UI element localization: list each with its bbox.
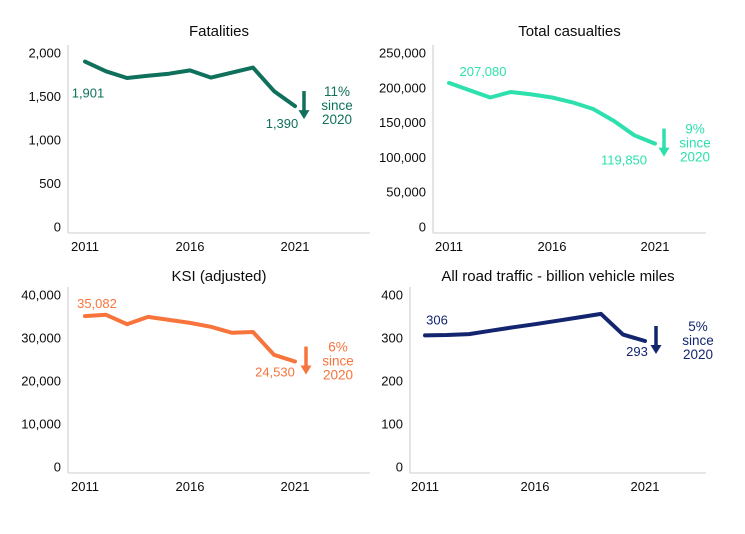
y-tick-label: 2,000: [28, 46, 61, 61]
y-tick-label: 30,000: [21, 331, 61, 346]
y-tick-label: 300: [381, 331, 403, 346]
x-tick-label: 2011: [71, 479, 99, 494]
end-value-label: 1,390: [266, 116, 299, 131]
end-value-label: 293: [626, 344, 648, 359]
x-tick-label: 2016: [538, 239, 567, 254]
y-tick-label: 1,000: [28, 133, 61, 148]
y-tick-label: 100: [381, 417, 403, 432]
x-tick-label: 2021: [281, 479, 310, 494]
y-tick-label: 0: [54, 220, 61, 235]
x-tick-label: 2021: [631, 479, 660, 494]
y-tick-label: 0: [54, 460, 61, 475]
end-value-label: 24,530: [255, 365, 295, 380]
y-tick-label: 1,500: [28, 89, 61, 104]
pct-change-annotation: 9%: [685, 122, 705, 137]
start-value-label: 1,901: [72, 86, 105, 101]
y-tick-label: 0: [396, 460, 403, 475]
x-tick-label: 2016: [176, 479, 205, 494]
down-arrow-icon-head: [300, 365, 312, 375]
y-tick-label: 10,000: [21, 417, 61, 432]
x-tick-label: 2011: [411, 479, 439, 494]
pct-change-annotation: 2020: [323, 368, 353, 383]
x-tick-label: 2011: [71, 239, 99, 254]
fatalities-chart: Fatalities 2,000 1,500 1,000 500 0 2011 2016 202…: [0, 0, 372, 267]
x-tick-label: 2011: [435, 239, 463, 254]
chart-title: Total casualties: [518, 23, 621, 40]
y-tick-label: 20,000: [21, 374, 61, 389]
start-value-label: 306: [426, 312, 448, 327]
series-line: [83, 312, 297, 364]
pct-change-annotation: since: [682, 333, 714, 348]
chart-title: All road traffic - billion vehicle miles: [441, 268, 674, 285]
y-tick-label: 100,000: [379, 150, 426, 165]
pct-change-annotation: 2020: [322, 112, 352, 127]
start-value-label: 207,080: [460, 64, 507, 79]
y-tick-label: 50,000: [386, 185, 426, 200]
pct-change-annotation: since: [679, 136, 711, 151]
chart-title: Fatalities: [189, 23, 249, 40]
pct-change-annotation: since: [322, 354, 354, 369]
end-value-label: 119,850: [601, 153, 647, 168]
road-traffic-chart: All road traffic - billion vehicle miles…: [372, 267, 745, 534]
y-tick-label: 40,000: [21, 288, 61, 303]
pct-change-annotation: 6%: [328, 340, 348, 355]
pct-change-annotation: 11%: [324, 84, 350, 99]
y-tick-label: 400: [381, 288, 403, 303]
y-tick-label: 200: [381, 374, 403, 389]
pct-change-annotation: since: [321, 98, 353, 113]
pct-change-annotation: 2020: [683, 347, 713, 362]
series-line: [83, 59, 297, 109]
x-tick-label: 2021: [641, 239, 670, 254]
down-arrow-icon-head: [658, 147, 670, 157]
total-casualties-chart: Total casualties 250,000 200,000 150,000 100…: [372, 0, 745, 267]
y-tick-label: 250,000: [379, 46, 426, 61]
down-arrow-icon-head: [650, 345, 662, 355]
y-tick-label: 500: [39, 176, 61, 191]
chart-title: KSI (adjusted): [171, 268, 266, 285]
y-tick-label: 0: [419, 220, 426, 235]
pct-change-annotation: 5%: [688, 319, 708, 334]
y-tick-label: 150,000: [379, 115, 426, 130]
y-tick-label: 200,000: [379, 80, 426, 95]
pct-change-annotation: 2020: [680, 150, 710, 165]
down-arrow-icon-head: [298, 110, 310, 120]
start-value-label: 35,082: [77, 296, 117, 311]
x-tick-label: 2016: [521, 479, 550, 494]
series-line: [447, 80, 657, 146]
x-tick-label: 2021: [281, 239, 310, 254]
series-line: [423, 311, 647, 343]
ksi-adjusted-chart: KSI (adjusted) 40,000 30,000 20,000 10,000 0 2…: [0, 267, 372, 534]
x-tick-label: 2016: [176, 239, 205, 254]
